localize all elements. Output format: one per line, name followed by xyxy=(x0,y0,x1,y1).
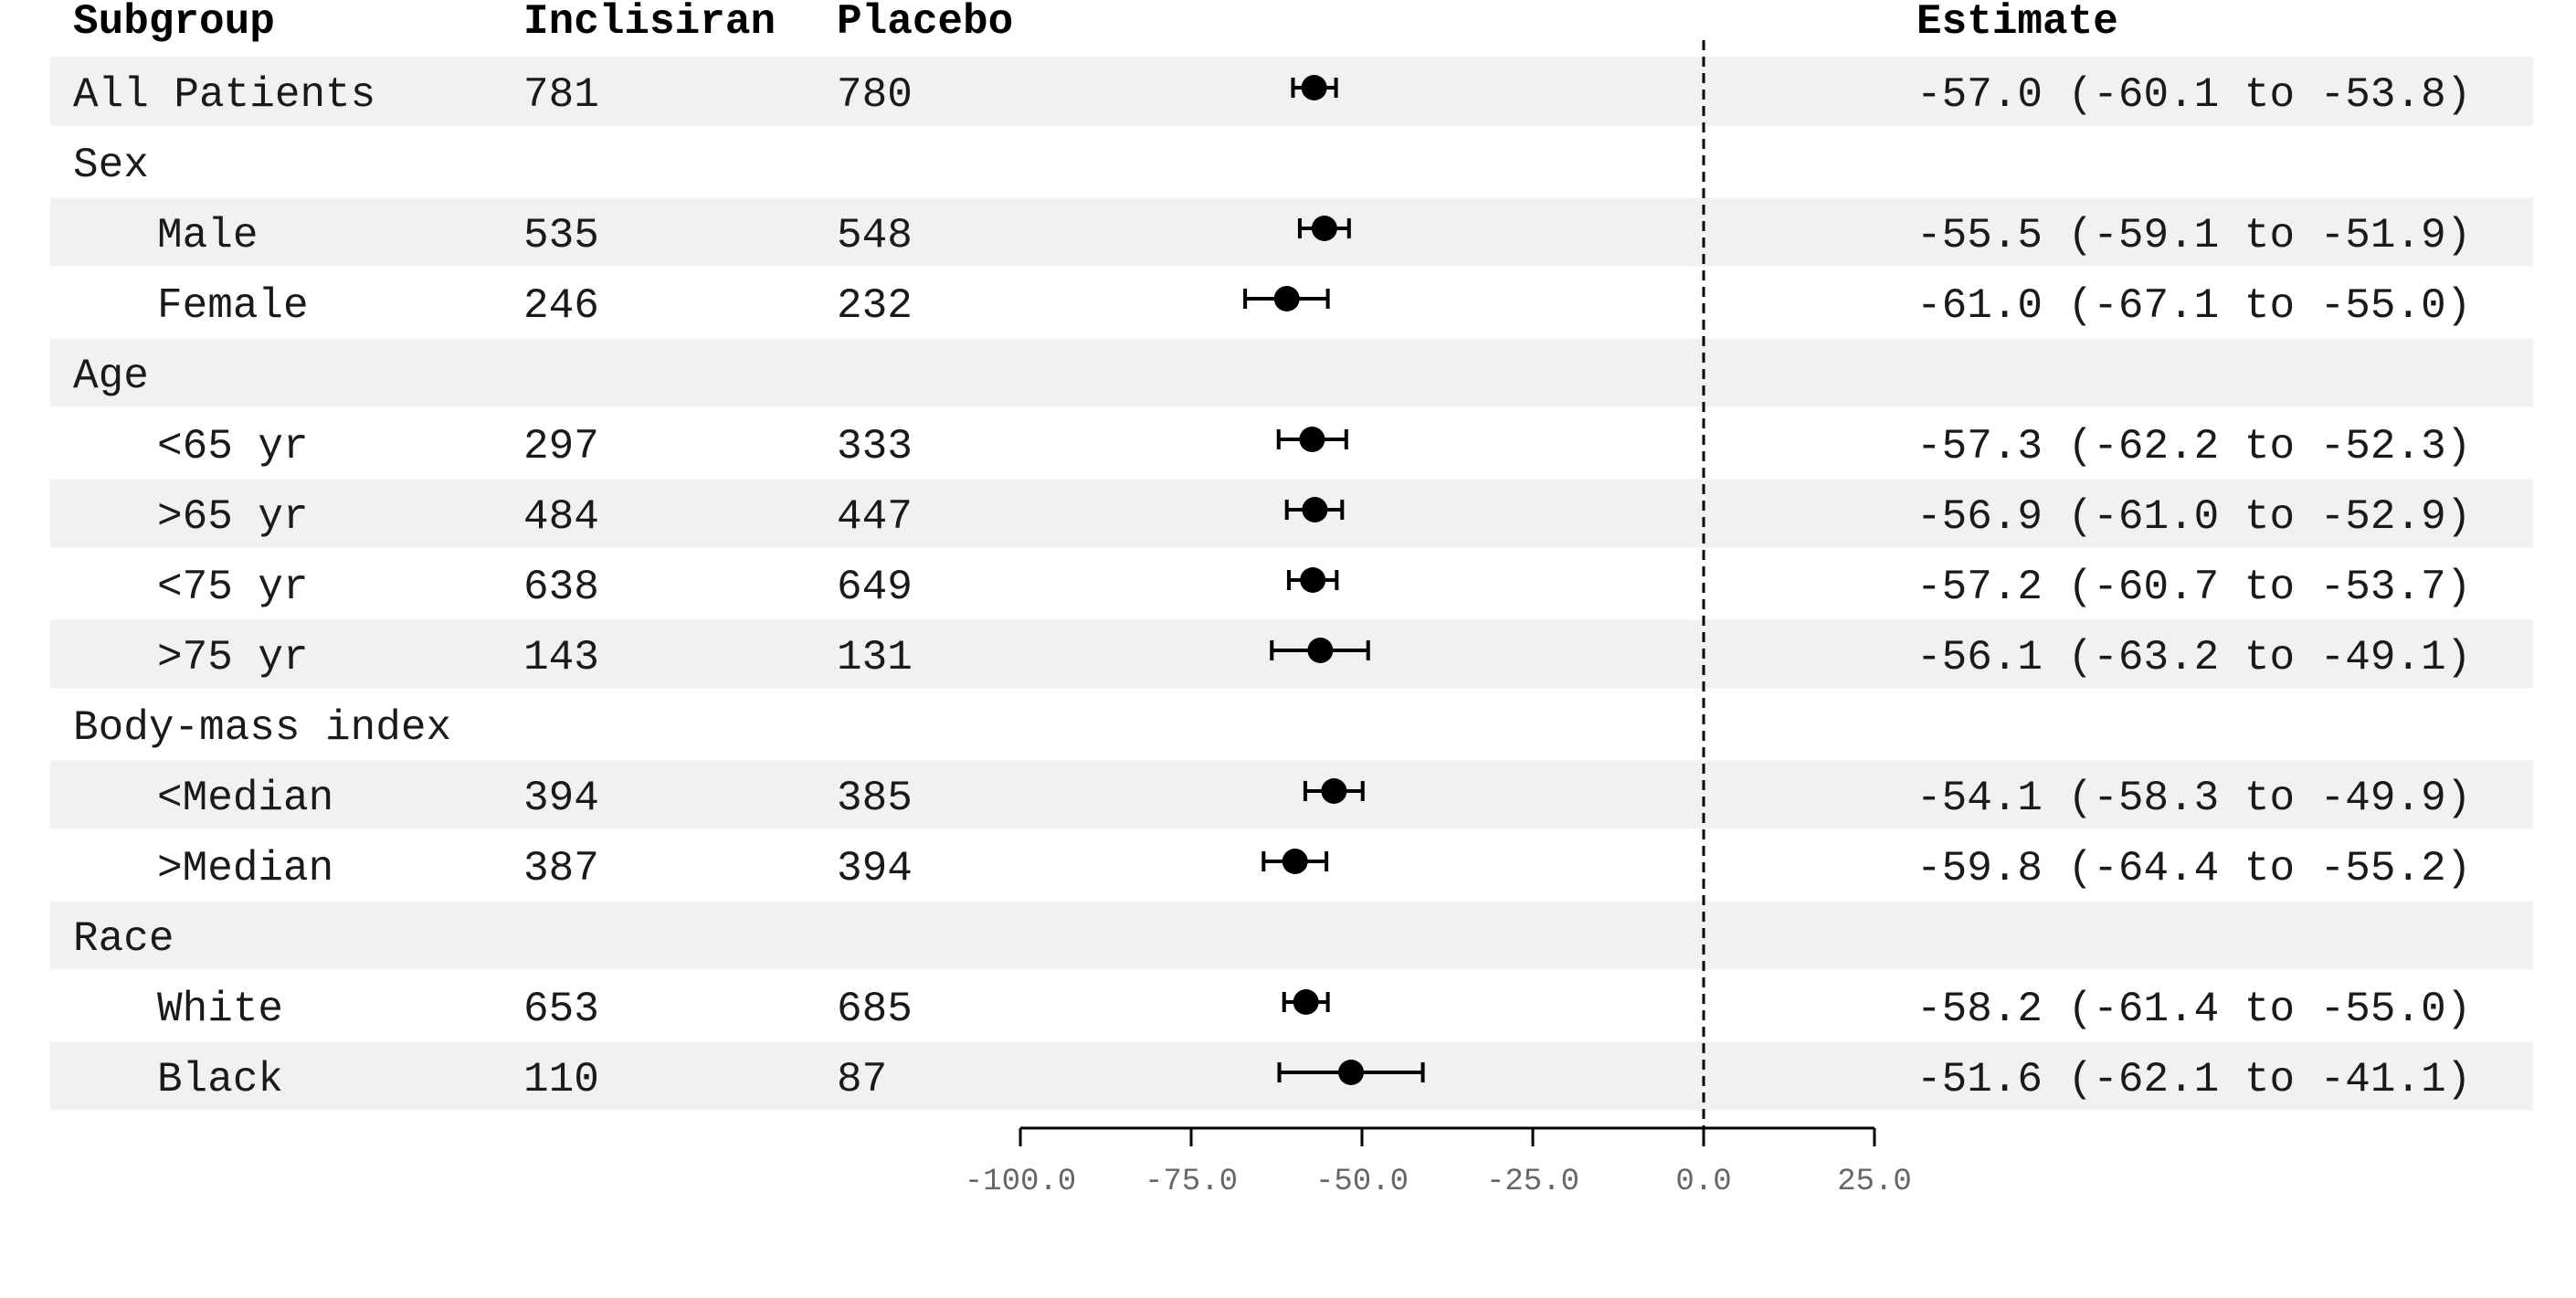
header-estimate: Estimate xyxy=(1916,0,2118,46)
estimate-text: -56.9 (-61.0 to -52.9) xyxy=(1916,493,2471,541)
estimate-text: -55.5 (-59.1 to -51.9) xyxy=(1916,212,2471,259)
estimate-point xyxy=(1300,567,1326,593)
placebo-count: 685 xyxy=(837,986,913,1033)
estimate-point xyxy=(1299,427,1325,452)
row-bands xyxy=(50,57,2533,1111)
estimate-point xyxy=(1273,286,1300,311)
estimate-text: -58.2 (-61.4 to -55.0) xyxy=(1916,986,2471,1033)
inclisiran-count: 484 xyxy=(523,493,599,541)
estimate-text: -57.2 (-60.7 to -53.7) xyxy=(1916,564,2471,611)
subgroup-label: <75 yr xyxy=(157,564,309,611)
estimate-text: -51.6 (-62.1 to -41.1) xyxy=(1916,1056,2471,1103)
row-band xyxy=(50,901,2533,970)
estimate-text: -61.0 (-67.1 to -55.0) xyxy=(1916,282,2471,330)
estimate-text: -54.1 (-58.3 to -49.9) xyxy=(1916,775,2471,822)
placebo-count: 131 xyxy=(837,634,913,681)
tick-label: 25.0 xyxy=(1837,1165,1912,1199)
inclisiran-count: 653 xyxy=(523,986,599,1033)
subgroup-label: Sex xyxy=(73,142,149,189)
placebo-count: 649 xyxy=(837,564,913,611)
tick-label: 0.0 xyxy=(1675,1165,1731,1199)
header-inclisiran: Inclisiran xyxy=(523,0,776,46)
estimate-point xyxy=(1311,216,1337,241)
plot-marks xyxy=(1243,75,1425,1085)
subgroup-label: >65 yr xyxy=(157,493,309,541)
estimate-text: -59.8 (-64.4 to -55.2) xyxy=(1916,845,2471,892)
subgroup-label: All Patients xyxy=(73,71,375,119)
estimate-point xyxy=(1338,1060,1365,1085)
subgroup-label: <65 yr xyxy=(157,423,309,470)
placebo-count: 87 xyxy=(837,1056,887,1103)
inclisiran-count: 638 xyxy=(523,564,599,611)
subgroup-label: White xyxy=(157,986,283,1033)
tick-label: -75.0 xyxy=(1145,1165,1238,1199)
subgroup-label: >75 yr xyxy=(157,634,309,681)
inclisiran-count: 110 xyxy=(523,1056,599,1103)
tick-label: -100.0 xyxy=(965,1165,1076,1199)
row-band xyxy=(50,760,2533,829)
inclisiran-count: 297 xyxy=(523,423,599,470)
inclisiran-count: 387 xyxy=(523,845,599,892)
placebo-count: 385 xyxy=(837,775,913,822)
x-axis: -100.0 -75.0 -50.0 -25.0 0.0 25.0 xyxy=(965,1126,1912,1199)
tick-label: -50.0 xyxy=(1315,1165,1409,1199)
row-band xyxy=(50,338,2533,407)
subgroup-label: Race xyxy=(73,915,174,963)
placebo-count: 232 xyxy=(837,282,913,330)
estimate-point xyxy=(1301,75,1327,100)
estimate-point xyxy=(1302,497,1328,522)
subgroup-label: >Median xyxy=(157,845,333,892)
estimate-text: -57.3 (-62.2 to -52.3) xyxy=(1916,423,2471,470)
inclisiran-count: 246 xyxy=(523,282,599,330)
row-band xyxy=(50,479,2533,548)
estimate-point xyxy=(1293,989,1319,1015)
row-band xyxy=(50,619,2533,689)
subgroup-label: Age xyxy=(73,353,149,400)
placebo-count: 548 xyxy=(837,212,913,259)
estimate-point xyxy=(1307,638,1334,663)
header-placebo: Placebo xyxy=(837,0,1013,46)
placebo-count: 333 xyxy=(837,423,913,470)
header-subgroup: Subgroup xyxy=(73,0,275,46)
tick-label: -25.0 xyxy=(1486,1165,1579,1199)
subgroup-label: Male xyxy=(157,212,258,259)
subgroup-label: Black xyxy=(157,1056,283,1103)
placebo-count: 780 xyxy=(837,71,913,119)
estimate-point xyxy=(1321,778,1347,804)
column-headers: Subgroup Inclisiran Placebo Estimate xyxy=(73,0,2118,46)
row-band xyxy=(50,1041,2533,1111)
inclisiran-count: 781 xyxy=(523,71,599,119)
placebo-count: 394 xyxy=(837,845,913,892)
subgroup-label: Body-mass index xyxy=(73,704,451,752)
placebo-count: 447 xyxy=(837,493,913,541)
table-rows: All Patients 781 780 -57.0 (-60.1 to -53.8)… xyxy=(73,71,2471,1103)
subgroup-label: <Median xyxy=(157,775,333,822)
inclisiran-count: 143 xyxy=(523,634,599,681)
estimate-point xyxy=(1282,849,1308,874)
estimate-text: -56.1 (-63.2 to -49.1) xyxy=(1916,634,2471,681)
row-band xyxy=(50,197,2533,267)
inclisiran-count: 394 xyxy=(523,775,599,822)
estimate-text: -57.0 (-60.1 to -53.8) xyxy=(1916,71,2471,119)
subgroup-label: Female xyxy=(157,282,309,330)
inclisiran-count: 535 xyxy=(523,212,599,259)
